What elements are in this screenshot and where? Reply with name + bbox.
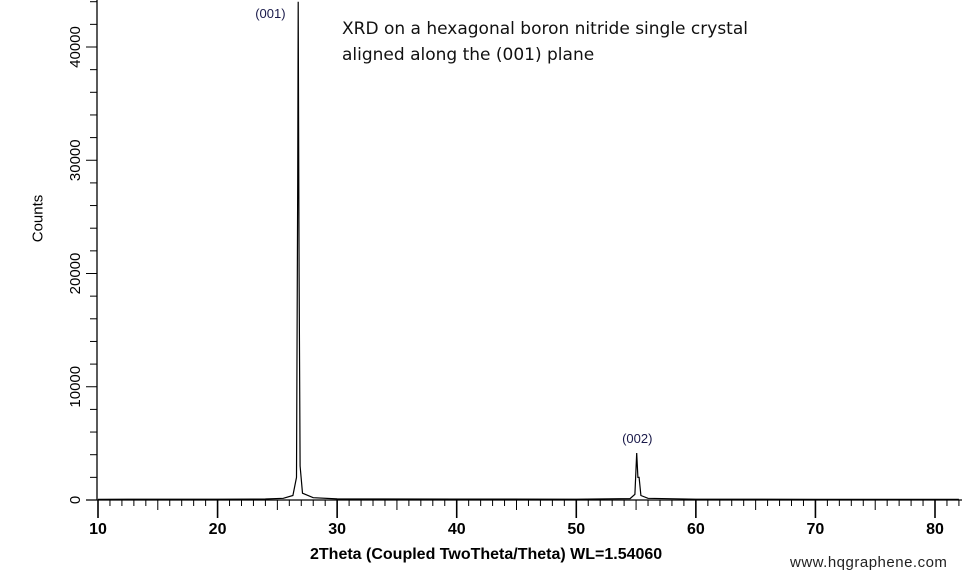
y-tick-label: 40000 <box>67 26 84 68</box>
y-tick-label: 0 <box>67 496 84 504</box>
x-tick-label: 20 <box>209 521 227 538</box>
x-tick-label: 40 <box>448 521 466 538</box>
x-tick-label: 10 <box>89 521 107 538</box>
chart-annotation: XRD on a hexagonal boron nitride single … <box>342 16 748 68</box>
peak-label: (001) <box>255 6 285 21</box>
y-tick-label: 10000 <box>67 366 84 408</box>
xrd-trace <box>97 1 959 500</box>
annotation-line-1: XRD on a hexagonal boron nitride single … <box>342 19 748 39</box>
y-tick-label: 20000 <box>67 253 84 295</box>
annotation-line-2: aligned along the (001) plane <box>342 45 595 65</box>
y-axis-label: Counts <box>29 194 47 243</box>
x-tick-label: 70 <box>807 521 825 538</box>
x-tick-label: 30 <box>328 521 346 538</box>
x-tick-label: 80 <box>926 521 944 538</box>
y-tick-label: 30000 <box>67 139 84 181</box>
x-tick-label: 50 <box>567 521 585 538</box>
watermark: www.hqgraphene.com <box>790 554 948 571</box>
x-axis-label: 2Theta (Coupled TwoTheta/Theta) WL=1.540… <box>310 546 663 563</box>
peak-label: (002) <box>622 431 652 446</box>
x-tick-label: 60 <box>687 521 705 538</box>
